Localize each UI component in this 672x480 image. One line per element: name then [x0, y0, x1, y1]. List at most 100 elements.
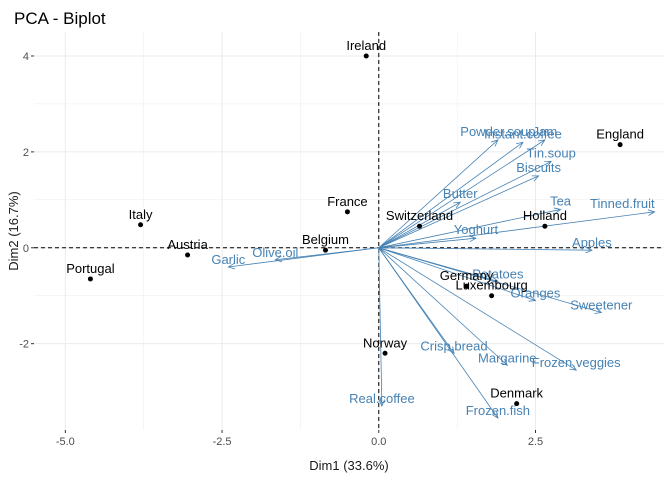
- variable-arrow-shaft: [378, 247, 508, 366]
- variable-arrow-shaft: [378, 247, 499, 419]
- variable-sweetener: Sweetener: [378, 247, 633, 314]
- individual-switzerland: Switzerland: [386, 208, 453, 229]
- variable-arrow-head: [453, 201, 462, 209]
- variable-label: Powder.soup: [460, 124, 535, 139]
- variable-arrow-head: [469, 235, 477, 243]
- chart-title: PCA - Biplot: [14, 9, 106, 28]
- variable-frozen-fish: Frozen.fish: [378, 247, 530, 419]
- plot-panel: [34, 32, 664, 430]
- variable-frozen-veggies: Frozen.veggies: [378, 247, 621, 371]
- variable-arrow-head: [528, 295, 537, 302]
- variable-label: Sweetener: [570, 298, 633, 313]
- individual-point: [185, 252, 191, 258]
- variable-jam: Jam: [378, 124, 558, 249]
- individual-ireland: Ireland: [346, 38, 386, 59]
- variable-arrow-head: [585, 246, 593, 254]
- reference-lines: [34, 32, 664, 430]
- variable-arrow-shaft: [378, 161, 552, 249]
- individual-point: [489, 293, 495, 299]
- variable-arrow-head: [537, 139, 546, 146]
- variable-arrow-head: [274, 255, 283, 263]
- y-tick-label: 2: [23, 147, 29, 159]
- x-axis-ticks: -5.0 -2.5 0.0 2.5: [56, 430, 543, 448]
- individual-belgium: Belgium: [302, 232, 349, 253]
- variable-instant-coffee: Instant.coffee: [378, 126, 562, 249]
- variable-label: Instant.coffee: [484, 126, 562, 141]
- variable-label: Margarine: [478, 350, 537, 365]
- individual-label: England: [596, 127, 644, 142]
- variable-arrow-head: [594, 307, 603, 314]
- individual-point: [138, 222, 144, 228]
- variable-label: Real.coffee: [349, 391, 415, 406]
- y-tick-label: -2: [19, 339, 29, 351]
- variable-arrow-shaft: [378, 247, 536, 301]
- variable-arrow-shaft: [378, 139, 499, 249]
- individual-austria: Austria: [167, 237, 209, 258]
- individual-points: Ireland England Italy France Switzerland Holl…: [66, 38, 644, 407]
- individual-luxembourg: Luxembourg: [455, 278, 528, 299]
- variable-arrow-head: [544, 161, 553, 168]
- variable-tea: Tea: [378, 193, 572, 249]
- individual-italy: Italy: [129, 207, 153, 228]
- individual-point: [542, 223, 548, 229]
- variable-arrow-head: [378, 399, 386, 408]
- variable-arrow-shaft: [378, 209, 561, 249]
- individual-point: [464, 283, 470, 289]
- variable-arrow-shaft: [378, 247, 592, 251]
- variable-tin-soup: Tin.soup: [378, 145, 576, 249]
- individual-label: Belgium: [302, 232, 349, 247]
- variable-arrow-head: [500, 358, 509, 366]
- variable-arrow-shaft: [378, 175, 539, 249]
- variable-arrow-head: [447, 346, 455, 355]
- variable-garlic: Garlic: [211, 247, 379, 270]
- individual-point: [417, 223, 423, 229]
- variable-label: Tin.soup: [526, 145, 575, 160]
- individual-label: Holland: [523, 208, 567, 223]
- individual-label: Portugal: [66, 261, 115, 276]
- variable-label: Crisp.bread: [420, 338, 487, 353]
- individual-label: Italy: [129, 207, 153, 222]
- variable-real-coffee: Real.coffee: [349, 247, 415, 408]
- variable-label: Yoghurt: [454, 222, 499, 237]
- variable-powder-soup: Powder.soup: [378, 124, 535, 249]
- variable-yoghurt: Yoghurt: [378, 222, 499, 249]
- variable-arrow-head: [569, 364, 578, 371]
- variable-arrow-shaft: [378, 139, 546, 249]
- variable-tinned-fruit: Tinned.fruit: [378, 196, 656, 249]
- individual-germany: Germany: [440, 268, 494, 289]
- x-tick-label: 0.0: [371, 436, 386, 448]
- variable-label: Frozen.fish: [466, 403, 530, 418]
- individual-england: England: [596, 127, 644, 148]
- variable-arrow-head: [647, 209, 656, 216]
- variable-arrow-shaft: [378, 237, 476, 249]
- variable-label: Jam: [533, 124, 558, 139]
- individual-label: Switzerland: [386, 208, 453, 223]
- variable-label: Tea: [550, 193, 572, 208]
- individual-france: France: [327, 194, 368, 215]
- individual-label: Ireland: [346, 38, 386, 53]
- individual-point: [87, 276, 93, 282]
- variable-arrow-shaft: [378, 247, 577, 371]
- individual-label: Norway: [363, 335, 408, 350]
- individual-point: [344, 209, 350, 215]
- variable-label: Potatoes: [472, 266, 524, 281]
- variable-arrow-head: [516, 141, 524, 149]
- y-tick-label: 0: [23, 243, 29, 255]
- individual-label: Denmark: [490, 386, 543, 401]
- individual-point: [617, 142, 623, 148]
- individual-label: Austria: [167, 237, 208, 252]
- individual-point: [322, 247, 328, 253]
- variable-arrow-head: [553, 207, 562, 214]
- y-axis-ticks: -2 0 2 4: [19, 51, 34, 351]
- variable-arrow-head: [490, 276, 499, 283]
- variable-label: Olive.oil: [252, 245, 298, 260]
- individual-label: Germany: [440, 268, 494, 283]
- individual-norway: Norway: [363, 335, 408, 356]
- variable-arrow-shaft: [378, 211, 655, 249]
- individual-point: [514, 401, 520, 407]
- variable-label: Frozen.veggies: [532, 355, 621, 370]
- individual-label: France: [327, 194, 367, 209]
- variable-label: Butter: [443, 186, 478, 201]
